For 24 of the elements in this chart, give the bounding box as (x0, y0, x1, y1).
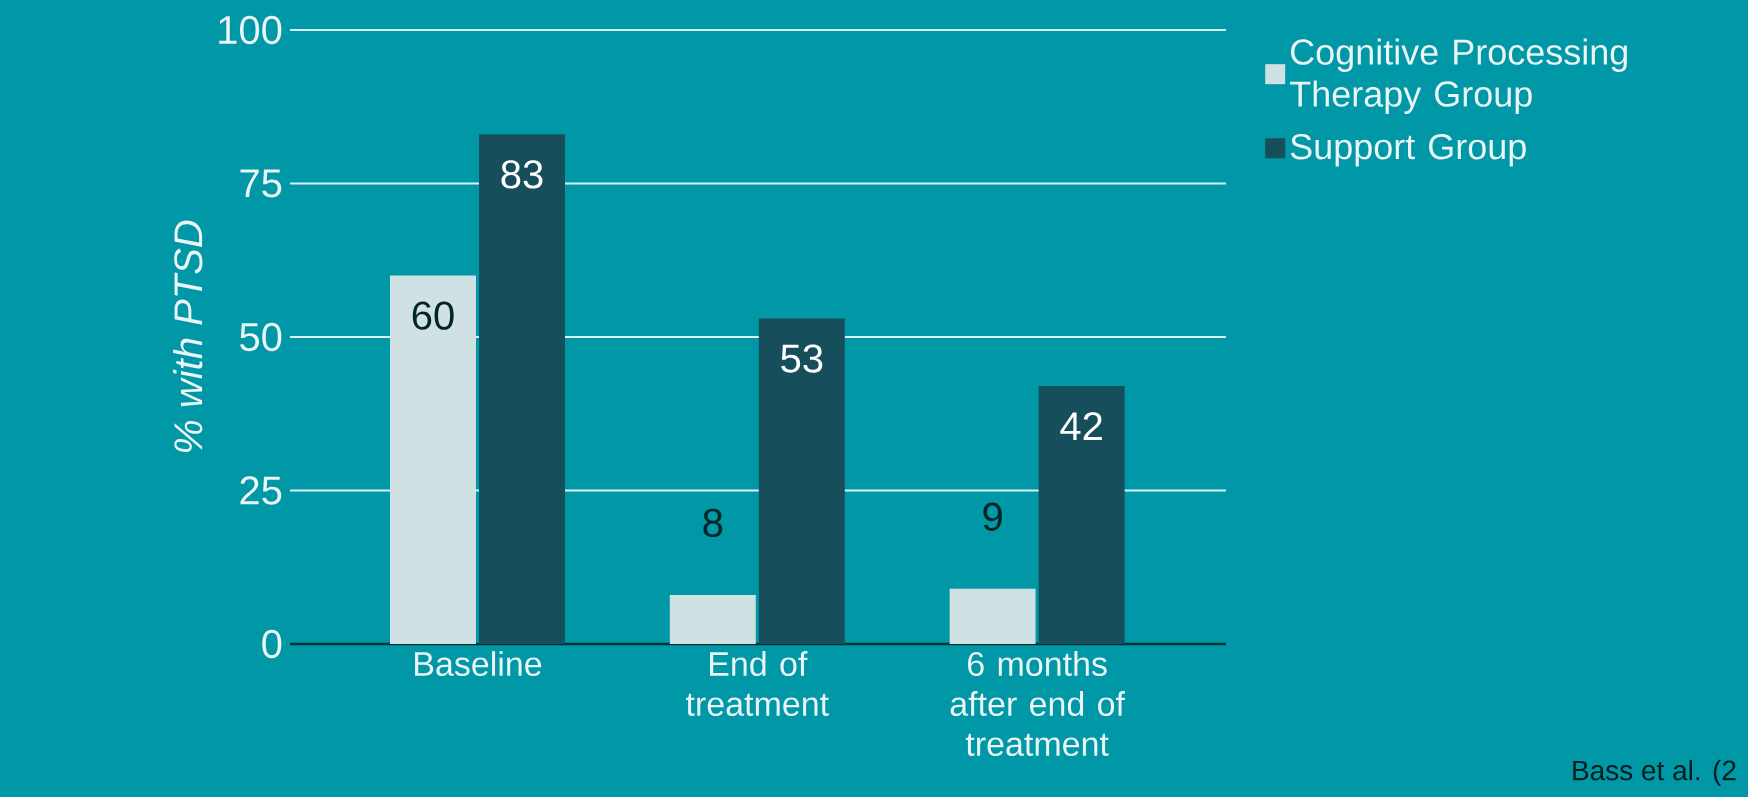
bar (389, 275, 476, 644)
data-label: 8 (703, 508, 723, 538)
y-tick-label: 25 (240, 476, 282, 505)
bar (758, 318, 845, 644)
x-tick-label: Baseline (415, 651, 542, 677)
bar (1038, 386, 1125, 644)
text: Bass et al. (2 (1573, 759, 1736, 786)
data-label: 9 (983, 502, 1002, 531)
data-label: 42 (1060, 412, 1102, 441)
y-tick-label: 50 (240, 322, 282, 352)
data-label: 53 (781, 344, 823, 373)
bar (478, 134, 565, 644)
data-label: 60 (412, 301, 454, 330)
bar (949, 588, 1036, 644)
y-axis-title: % with PTSD (173, 220, 203, 452)
y-tick-label: 75 (240, 169, 282, 198)
x-tick-label: 6 months after end of treatment (950, 651, 1126, 757)
bar (669, 594, 756, 644)
y-tick-label: 100 (219, 15, 282, 45)
legend-label: Cognitive Processing Therapy Group (1290, 38, 1627, 114)
x-tick-label: End of treatment (686, 651, 829, 717)
data-label: 83 (501, 160, 543, 189)
y-tick-label: 0 (262, 629, 282, 659)
legend-label: Support Group (1290, 133, 1526, 167)
